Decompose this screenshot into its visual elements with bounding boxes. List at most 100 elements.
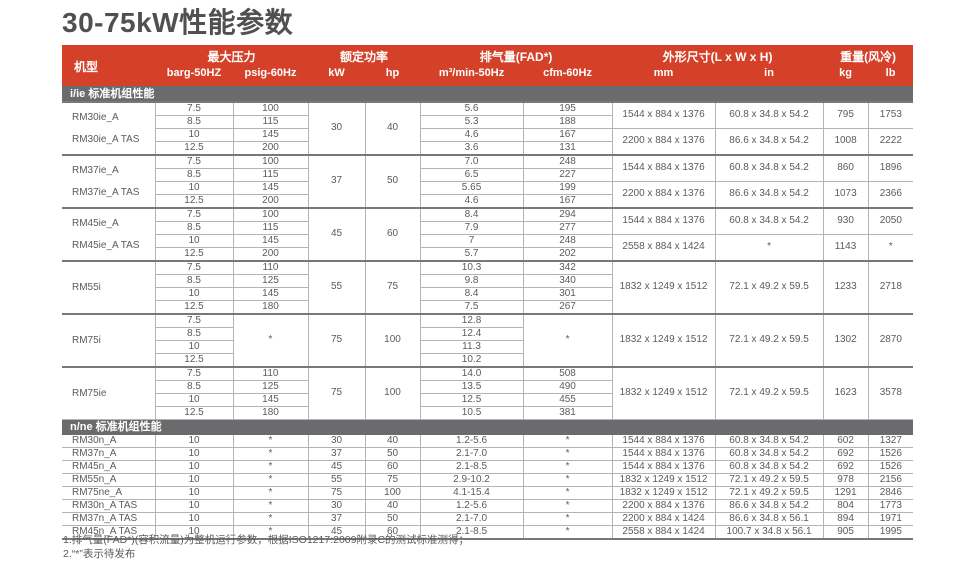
cell-kw: 37 (307, 511, 366, 526)
cell-fad: 2.1-7.0 (419, 511, 524, 526)
cell-kg: 1008 (822, 127, 869, 155)
cell-psig: * (232, 459, 309, 474)
cell-psig: 145 (232, 233, 309, 248)
cell-kw: 30 (307, 498, 366, 513)
cell-psig: 145 (232, 286, 309, 301)
cell-model: RM45n_A (62, 459, 156, 474)
cell-mm: 2200 x 884 x 1424 (611, 511, 716, 526)
cell-fad: 7.5 (419, 299, 524, 314)
section-bar-row: i/ie 标准机组性能 (62, 85, 914, 102)
cell-mm: 2200 x 884 x 1376 (611, 127, 716, 155)
cell-fad: 4.1-15.4 (419, 485, 524, 500)
cell-psig: 100 (232, 153, 309, 169)
cell-mm: 1832 x 1249 x 1512 (611, 259, 716, 314)
cell-hp: 60 (364, 459, 421, 474)
cell-lb: 2870 (867, 312, 914, 367)
cell-fad: 12.8 (419, 312, 524, 328)
cell-in: 72.1 x 49.2 x 59.5 (714, 472, 824, 487)
cell-psig: * (232, 511, 309, 526)
cell-mm: 1544 x 884 x 1376 (611, 206, 716, 235)
cell-hp: 60 (364, 206, 421, 261)
cell-fad: 3.6 (419, 140, 524, 155)
cell-barg: 10 (154, 524, 234, 540)
cell-in: 86.6 x 34.8 x 54.2 (714, 498, 824, 513)
cell-model: RM45ie_A RM45ie_A TAS (62, 206, 156, 261)
cell-psig: 125 (232, 273, 309, 288)
cell-psig: 145 (232, 127, 309, 142)
table-row: RM30n_A 10 * 30 40 1.2-5.6 * 1544 x 884 x 1376 6… (62, 433, 914, 448)
cell-barg: 8.5 (155, 220, 234, 235)
cell-fad: 5.7 (419, 246, 524, 261)
cell-psig: 115 (232, 220, 309, 235)
column-unit-2-0: m³/min-50Hz (420, 65, 524, 86)
cell-in: 86.6 x 34.8 x 54.2 (714, 127, 824, 155)
cell-mm: 2200 x 884 x 1376 (611, 498, 716, 513)
cell-psig: * (232, 312, 309, 367)
cell-cfm: * (522, 498, 613, 513)
cell-model: RM30n_A TAS (62, 498, 156, 513)
cell-psig: 200 (232, 193, 309, 208)
cell-hp: 40 (364, 433, 421, 448)
cell-barg: 7.5 (154, 259, 234, 275)
table-row: RM30ie_A RM30ie_A TAS 7.5 100 30 40 5.6 195 1544… (62, 100, 914, 155)
cell-kw: 30 (307, 433, 366, 448)
cell-barg: 10 (154, 472, 234, 487)
cell-in: 60.8 x 34.8 x 54.2 (714, 446, 824, 461)
cell-model: RM55i (62, 259, 156, 314)
table-row: 10 11.3 (62, 339, 913, 354)
cell-psig: 110 (232, 365, 309, 381)
model-name: RM75ie (72, 387, 107, 399)
cell-cfm: 301 (522, 286, 613, 301)
cell-kw: 75 (307, 485, 366, 500)
cell-hp: 40 (364, 100, 421, 155)
cell-psig: 180 (232, 405, 309, 420)
column-group-1: 额定功率 (308, 45, 421, 65)
column-unit-2-1: cfm-60Hz (523, 65, 613, 86)
cell-barg: 12.5 (155, 246, 234, 261)
table-row: RM37n_A TAS 10 * 37 50 2.1-7.0 * 2200 x 884 x 1… (62, 511, 914, 526)
cell-fad: 1.2-5.6 (419, 498, 524, 513)
cell-barg: 7.5 (154, 100, 234, 116)
cell-in: 100.7 x 34.8 x 56.1 (714, 524, 824, 540)
cell-hp: 100 (364, 312, 421, 367)
cell-kw: 75 (307, 312, 366, 367)
cell-cfm: * (522, 459, 613, 474)
cell-mm: 1832 x 1249 x 1512 (611, 365, 716, 420)
column-unit-0-1: psig-60Hz (233, 65, 309, 86)
cell-hp: 100 (364, 365, 421, 420)
cell-barg: 10 (155, 286, 234, 301)
cell-kw: 30 (307, 100, 366, 155)
cell-psig: 180 (232, 299, 309, 314)
cell-barg: 7.5 (154, 312, 234, 328)
cell-barg: 12.5 (155, 299, 234, 314)
cell-fad: 11.3 (419, 339, 524, 354)
cell-kg: 1073 (822, 180, 869, 208)
table-row: 12.5 180 10.5 381 (62, 405, 913, 420)
cell-kw: 55 (307, 472, 366, 487)
cell-in: 72.1 x 49.2 x 59.5 (714, 365, 824, 420)
cell-barg: 7.5 (154, 153, 234, 169)
cell-psig: * (232, 485, 309, 500)
cell-psig: * (232, 498, 309, 513)
cell-fad: 2.1-7.0 (419, 446, 524, 461)
column-unit-1-1: hp (365, 65, 421, 86)
column-group-4: 重量(风冷) (823, 45, 914, 65)
cell-mm: 1832 x 1249 x 1512 (611, 312, 716, 367)
section-header-1: n/ne 标准机组性能 (62, 418, 914, 435)
cell-kg: 930 (822, 206, 869, 235)
cell-model: RM37ie_A RM37ie_A TAS (62, 153, 156, 208)
cell-hp: 75 (364, 472, 421, 487)
cell-model: RM55n_A (62, 472, 156, 487)
cell-cfm: * (522, 312, 613, 367)
cell-cfm: 199 (522, 180, 613, 195)
cell-in: 60.8 x 34.8 x 54.2 (714, 459, 824, 474)
cell-barg: 10 (155, 233, 234, 248)
cell-kg: 804 (822, 498, 869, 513)
cell-lb: 2156 (867, 472, 914, 487)
cell-cfm: 188 (522, 114, 613, 129)
column-group-0: 最大压力 (155, 45, 309, 65)
cell-kw: 37 (307, 446, 366, 461)
cell-mm: 1544 x 884 x 1376 (611, 153, 716, 182)
model-name: RM45ie_A TAS (72, 239, 140, 251)
cell-hp: 50 (364, 511, 421, 526)
